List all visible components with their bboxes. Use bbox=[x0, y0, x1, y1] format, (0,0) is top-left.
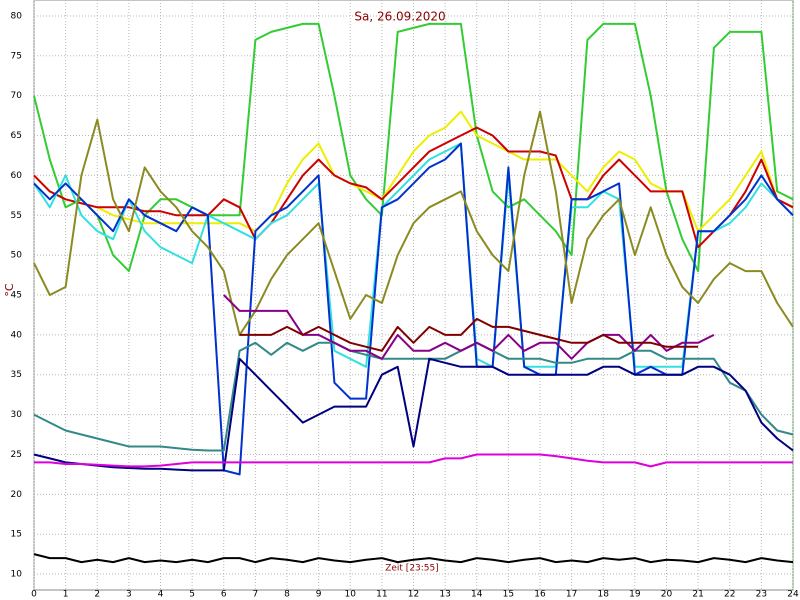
y-tick-label: 20 bbox=[11, 490, 23, 500]
y-tick-label: 40 bbox=[11, 330, 23, 340]
y-tick-label: 80 bbox=[11, 11, 23, 21]
x-tick-label: 4 bbox=[158, 590, 164, 600]
x-tick-label: 9 bbox=[316, 590, 322, 600]
series-line bbox=[223, 294, 715, 360]
x-tick-label: 2 bbox=[94, 590, 100, 600]
x-tick-label: 8 bbox=[284, 590, 290, 600]
x-tick-label: 12 bbox=[408, 590, 419, 600]
y-tick-label: 45 bbox=[11, 291, 22, 301]
x-tick-label: 11 bbox=[376, 590, 387, 600]
y-tick-label: 70 bbox=[11, 91, 23, 101]
x-tick-label: 17 bbox=[566, 590, 577, 600]
x-tick-label: 14 bbox=[471, 590, 483, 600]
series-line bbox=[239, 317, 699, 352]
series-line bbox=[33, 357, 794, 472]
y-tick-label: 15 bbox=[11, 530, 22, 540]
y-tick-label: 60 bbox=[11, 171, 23, 181]
x-tick-label: 24 bbox=[787, 590, 799, 600]
y-tick-label: 25 bbox=[11, 450, 22, 460]
x-tick-label: 23 bbox=[756, 590, 767, 600]
y-tick-label: 10 bbox=[11, 570, 23, 580]
x-tick-label: 3 bbox=[126, 590, 132, 600]
y-tick-label: 35 bbox=[11, 370, 22, 380]
x-tick-label: 16 bbox=[534, 590, 546, 600]
x-tick-label: 1 bbox=[63, 590, 69, 600]
x-tick-label: 6 bbox=[221, 590, 227, 600]
x-tick-label: 19 bbox=[629, 590, 641, 600]
y-tick-label: 65 bbox=[11, 131, 22, 141]
series-line bbox=[33, 126, 794, 249]
y-tick-label: 50 bbox=[11, 251, 23, 261]
x-tick-label: 22 bbox=[724, 590, 735, 600]
series-line bbox=[34, 453, 793, 468]
time-annotation: Zeit [23:55] bbox=[385, 564, 439, 574]
y-tick-label: 55 bbox=[11, 211, 22, 221]
x-tick-label: 20 bbox=[661, 590, 673, 600]
series-line bbox=[33, 110, 794, 336]
grid bbox=[33, 0, 794, 590]
chart-title: Sa, 26.09.2020 bbox=[354, 10, 445, 24]
x-tick-label: 5 bbox=[189, 590, 195, 600]
x-tick-label: 7 bbox=[253, 590, 259, 600]
x-tick-label: 0 bbox=[31, 590, 37, 600]
series-line bbox=[33, 142, 794, 368]
x-tick-label: 13 bbox=[439, 590, 450, 600]
series-line bbox=[33, 553, 794, 564]
lines bbox=[33, 22, 794, 564]
x-tick-label: 10 bbox=[345, 590, 357, 600]
y-tick-label: 75 bbox=[11, 51, 22, 61]
series-line bbox=[33, 341, 794, 452]
x-tick-label: 18 bbox=[598, 590, 610, 600]
x-tick-label: 15 bbox=[503, 590, 514, 600]
y-axis-label: °C bbox=[3, 283, 16, 297]
x-tick-label: 21 bbox=[692, 590, 703, 600]
y-tick-label: 30 bbox=[11, 410, 23, 420]
